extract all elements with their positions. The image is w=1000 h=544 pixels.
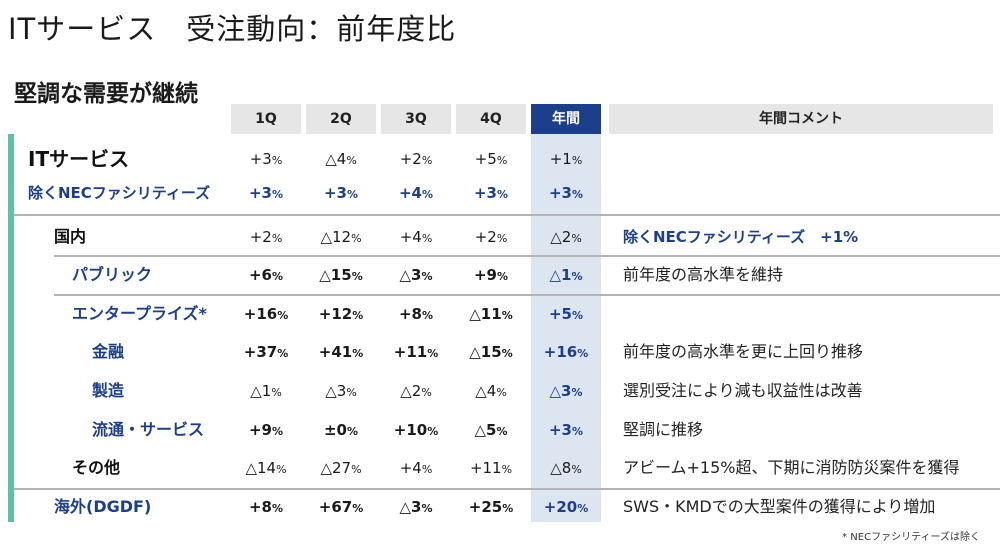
annual-column-highlight — [531, 134, 601, 522]
table-row: 製造 △1% △3% △2% △4% △3% 選別受注により減も収益性は改善 — [14, 376, 1000, 406]
value-cell: +41% — [318, 343, 364, 361]
separator — [54, 255, 1000, 257]
value-cell: +25% — [468, 498, 514, 516]
value-cell: +12% — [318, 305, 364, 323]
row-comment: SWS・KMDでの大型案件の獲得により増加 — [623, 497, 936, 516]
value-cell: △3% — [325, 382, 357, 400]
value-cell: +3% — [323, 184, 359, 202]
table-row: その他 △14% △27% +4% +11% △8% アビーム+15%超、下期に消防防災案件… — [14, 453, 1000, 483]
row-label: 国内 — [54, 227, 87, 246]
value-cell: +3% — [248, 184, 284, 202]
value-cell: △4% — [475, 382, 507, 400]
accent-bar — [8, 134, 14, 522]
value-cell: +10% — [393, 421, 439, 439]
table-row: パブリック +6% △15% △3% +9% △1% 前年度の高水準を維持 — [14, 260, 1000, 290]
value-cell: △11% — [469, 305, 513, 323]
value-cell: △15% — [469, 343, 513, 361]
row-label: ITサービス — [28, 147, 130, 171]
value-cell: △5% — [474, 421, 508, 439]
footnote: * NECファシリティーズは除く — [842, 532, 980, 543]
value-cell: +1% — [549, 150, 583, 168]
table-row: ITサービス +3% △4% +2% +5% +1% — [14, 144, 1000, 174]
value-cell: △3% — [399, 498, 433, 516]
value-cell: △2% — [400, 382, 432, 400]
page-subtitle: 堅調な需要が継続 — [14, 81, 198, 107]
value-cell: +37% — [243, 343, 289, 361]
value-cell: +16% — [543, 343, 589, 361]
row-label: 製造 — [92, 381, 125, 400]
separator — [54, 294, 1000, 296]
row-comment: 前年度の高水準を維持 — [623, 265, 784, 284]
value-cell: +3% — [548, 184, 584, 202]
page-title: ITサービス 受注動向：前年度比 — [8, 12, 457, 46]
separator — [14, 488, 1000, 490]
row-comment: 選別受注により減も収益性は改善 — [623, 381, 863, 400]
value-cell: △2% — [550, 228, 582, 246]
table-row: 海外(DGDF) +8% +67% △3% +25% +20% SWS・KMDでの大型案件の… — [14, 492, 1000, 522]
table-row: エンタープライズ* +16% +12% +8% △11% +5% — [14, 299, 1000, 329]
value-cell: +5% — [548, 305, 584, 323]
value-cell: +4% — [399, 228, 433, 246]
value-cell: △1% — [250, 382, 282, 400]
table-row: 金融 +37% +41% +11% △15% +16% 前年度の高水準を更に上回り推移 — [14, 337, 1000, 367]
value-cell: +2% — [399, 150, 433, 168]
value-cell: +8% — [248, 498, 284, 516]
header-2q: 2Q — [306, 104, 376, 134]
value-cell: △8% — [550, 459, 582, 477]
value-cell: △14% — [245, 459, 287, 477]
row-comment: 除くNECファシリティーズ +1% — [623, 228, 859, 246]
row-label: 金融 — [92, 342, 125, 361]
value-cell: △3% — [399, 266, 433, 284]
value-cell: ±0% — [323, 421, 359, 439]
table-row: 流通・サービス +9% ±0% +10% △5% +3% 堅調に推移 — [14, 415, 1000, 445]
value-cell: △15% — [319, 266, 363, 284]
row-comment: 前年度の高水準を更に上回り推移 — [623, 342, 864, 361]
value-cell: +11% — [393, 343, 439, 361]
separator — [14, 214, 1000, 216]
table-row: 除くNECファシリティーズ +3% +3% +4% +3% +3% — [14, 180, 1000, 206]
row-label: その他 — [72, 458, 121, 477]
row-label: パブリック — [72, 265, 153, 284]
row-label: 除くNECファシリティーズ — [28, 184, 211, 202]
row-label: 海外(DGDF) — [54, 497, 152, 516]
row-label: エンタープライズ* — [72, 304, 207, 323]
value-cell: △4% — [325, 150, 357, 168]
value-cell: +2% — [249, 228, 283, 246]
value-cell: +3% — [548, 421, 584, 439]
table-row: 国内 +2% △12% +4% +2% △2% 除くNECファシリティーズ +1% — [14, 222, 1000, 252]
header-3q: 3Q — [381, 104, 451, 134]
row-comment: アビーム+15%超、下期に消防防災案件を獲得 — [623, 458, 960, 477]
value-cell: △3% — [549, 382, 583, 400]
header-annual: 年間 — [531, 104, 601, 134]
value-cell: +3% — [249, 150, 283, 168]
value-cell: △12% — [320, 228, 362, 246]
value-cell: +67% — [318, 498, 364, 516]
row-comment: 堅調に推移 — [623, 420, 704, 439]
value-cell: +9% — [248, 421, 284, 439]
value-cell: +8% — [398, 305, 434, 323]
row-label: 流通・サービス — [92, 420, 205, 439]
value-cell: +6% — [248, 266, 284, 284]
value-cell: +3% — [473, 184, 509, 202]
value-cell: △27% — [320, 459, 362, 477]
header-1q: 1Q — [231, 104, 301, 134]
value-cell: +5% — [474, 150, 508, 168]
header-4q: 4Q — [456, 104, 526, 134]
value-cell: +16% — [243, 305, 289, 323]
value-cell: △1% — [549, 266, 583, 284]
value-cell: +4% — [399, 459, 433, 477]
value-cell: +11% — [469, 459, 513, 477]
value-cell: +9% — [473, 266, 509, 284]
value-cell: +2% — [474, 228, 508, 246]
value-cell: +4% — [398, 184, 434, 202]
header-comment: 年間コメント — [609, 104, 993, 134]
value-cell: +20% — [543, 498, 589, 516]
